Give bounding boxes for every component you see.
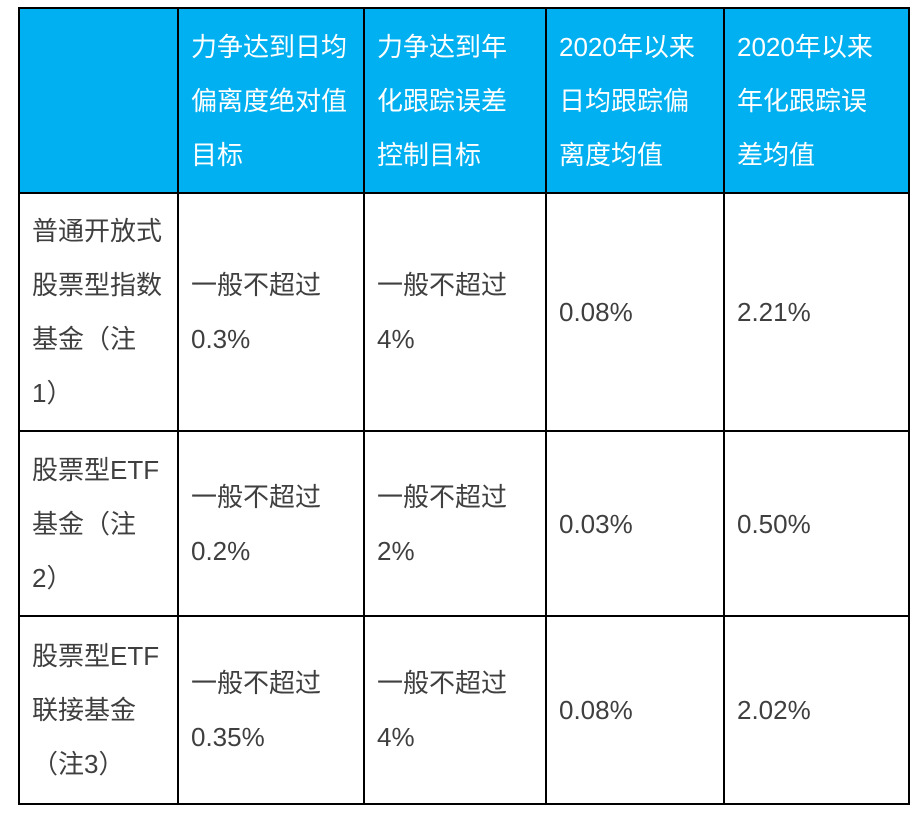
header-line: 年化跟踪误 (737, 85, 868, 116)
cell-line: 一般不超过 (377, 668, 508, 698)
daily-deviation-target-cell: 一般不超过 0.3% (177, 192, 365, 432)
fund-type-cell: 股票型ETF 基金（注 2） (18, 430, 179, 617)
cell-line: 0.03% (559, 508, 633, 539)
header-line: 差均值 (737, 139, 816, 170)
cell-line: 0.35% (191, 722, 265, 752)
daily-deviation-target-cell: 一般不超过 0.2% (177, 430, 365, 617)
fund-tracking-error-table: 力争达到日均 偏离度绝对值 目标 力争达到年 化跟踪误差 控制目标 2020年以… (18, 7, 910, 805)
header-line: 2020年以来 (737, 31, 873, 62)
header-line: 力争达到日均 (191, 31, 348, 62)
header-cell-daily-deviation-average: 2020年以来 日均跟踪偏 离度均值 (545, 7, 725, 194)
cell-line: 0.08% (559, 695, 633, 725)
fund-type-cell: 股票型ETF 联接基金 （注3） (18, 615, 179, 805)
cell-line: 4% (377, 324, 415, 354)
daily-deviation-target-cell: 一般不超过 0.35% (177, 615, 365, 805)
cell-line: 股票型ETF (32, 641, 160, 671)
annualized-error-average-cell: 0.50% (723, 430, 910, 617)
daily-deviation-average-cell: 0.08% (545, 192, 725, 432)
annualized-error-target-cell: 一般不超过 2% (363, 430, 547, 617)
table-row-etf-fund: 股票型ETF 基金（注 2） 一般不超过 0.2% 一般不超过 2% 0.03%… (18, 430, 910, 617)
header-line: 日均跟踪偏 (559, 85, 690, 116)
cell-line: 一般不超过 (191, 481, 322, 512)
header-cell-annualized-error-target: 力争达到年 化跟踪误差 控制目标 (363, 7, 547, 194)
daily-deviation-average-cell: 0.03% (545, 430, 725, 617)
header-line: 离度均值 (559, 139, 664, 170)
cell-line: 股票型指数 (32, 270, 163, 300)
header-cell-daily-deviation-target: 力争达到日均 偏离度绝对值 目标 (177, 7, 365, 194)
cell-line: 2.02% (737, 695, 811, 725)
annualized-error-target-cell: 一般不超过 4% (363, 615, 547, 805)
cell-line: 1） (32, 378, 73, 408)
fund-type-cell: 普通开放式 股票型指数 基金（注 1） (18, 192, 179, 432)
header-line: 力争达到年 (377, 31, 508, 62)
cell-line: 基金（注 (32, 324, 137, 354)
header-line: 目标 (191, 139, 244, 170)
cell-line: 4% (377, 722, 415, 752)
cell-line: 一般不超过 (377, 481, 508, 512)
cell-line: 股票型ETF (32, 454, 160, 485)
cell-line: 2） (32, 562, 73, 593)
cell-line: 一般不超过 (191, 668, 322, 698)
header-line: 控制目标 (377, 139, 482, 170)
header-cell-category (18, 7, 179, 194)
daily-deviation-average-cell: 0.08% (545, 615, 725, 805)
cell-line: 基金（注 (32, 508, 137, 539)
cell-line: 一般不超过 (377, 270, 508, 300)
cell-line: 2.21% (737, 297, 811, 327)
annualized-error-average-cell: 2.21% (723, 192, 910, 432)
cell-line: 0.08% (559, 297, 633, 327)
header-line: 偏离度绝对值 (191, 85, 348, 116)
cell-line: （注3） (32, 749, 125, 779)
header-cell-annualized-error-average: 2020年以来 年化跟踪误 差均值 (723, 7, 910, 194)
annualized-error-target-cell: 一般不超过 4% (363, 192, 547, 432)
cell-line: 0.3% (191, 324, 251, 354)
table-row-open-index-fund: 普通开放式 股票型指数 基金（注 1） 一般不超过 0.3% 一般不超过 4% … (18, 192, 910, 432)
table-header-row: 力争达到日均 偏离度绝对值 目标 力争达到年 化跟踪误差 控制目标 2020年以… (18, 7, 910, 194)
cell-line: 0.2% (191, 535, 251, 566)
annualized-error-average-cell: 2.02% (723, 615, 910, 805)
cell-line: 普通开放式 (32, 216, 163, 246)
cell-line: 联接基金 (32, 695, 137, 725)
cell-line: 2% (377, 535, 415, 566)
cell-line: 一般不超过 (191, 270, 322, 300)
header-line: 2020年以来 (559, 31, 695, 62)
cell-line: 0.50% (737, 508, 811, 539)
table-row-etf-feeder-fund: 股票型ETF 联接基金 （注3） 一般不超过 0.35% 一般不超过 4% 0.… (18, 615, 910, 805)
header-line: 化跟踪误差 (377, 85, 508, 116)
